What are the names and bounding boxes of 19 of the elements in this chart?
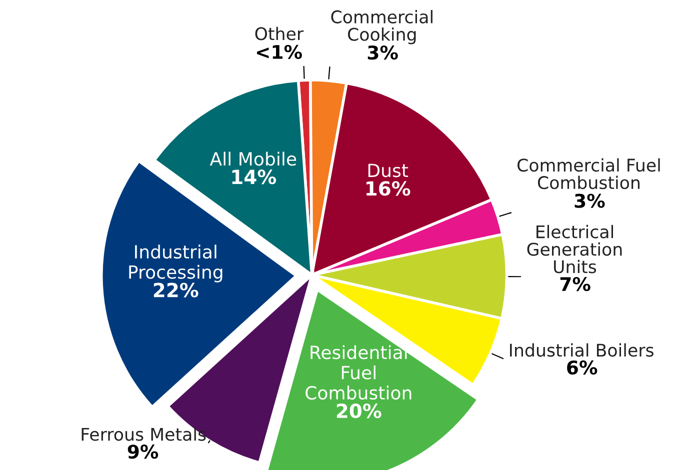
data-label: 7% (560, 276, 590, 292)
data-label: 16% (366, 181, 410, 196)
slice-label: Electrical Generation Units (527, 224, 622, 274)
slice-label: Other (255, 26, 304, 40)
data-label: 20% (336, 403, 382, 418)
data-label: 3% (574, 194, 605, 208)
data-label: <1% (256, 44, 302, 60)
slice-label: Commercial Cooking (331, 10, 432, 44)
data-label: 9% (128, 444, 158, 459)
data-label: 22% (154, 282, 198, 298)
slice-label: Industrial Processing (129, 244, 222, 282)
slice-label: Dust (368, 164, 408, 178)
data-label: 3% (368, 45, 398, 60)
slice-label: Ferrous Metals (82, 427, 206, 441)
slice-label: Commercial Fuel Combustion (518, 158, 660, 190)
data-label: 14% (232, 170, 276, 184)
slice-label: Industrial Boilers (510, 343, 654, 357)
slice-label: All Mobile (210, 152, 296, 166)
data-label: 6% (567, 360, 598, 375)
